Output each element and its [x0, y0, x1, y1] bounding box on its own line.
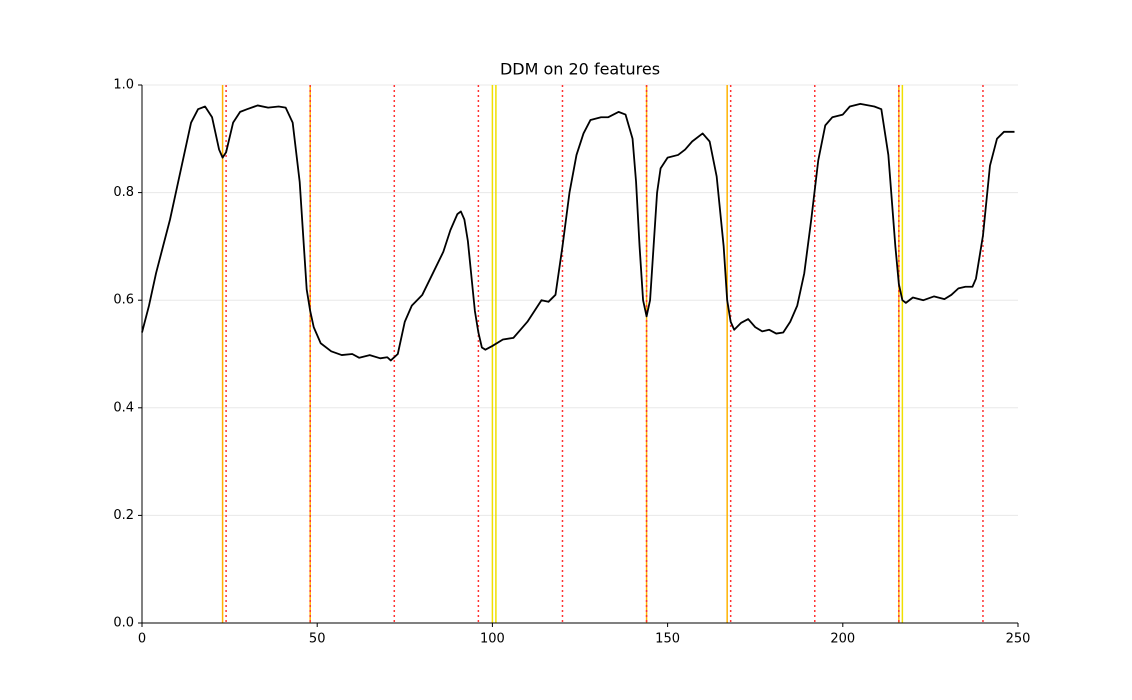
y-tick-label: 0.6	[113, 293, 134, 308]
x-tick-label: 100	[480, 632, 505, 647]
y-tick-label: 1.0	[113, 78, 134, 93]
x-tick-label: 0	[138, 632, 146, 647]
y-tick-label: 0.0	[113, 616, 134, 631]
y-tick-label: 0.8	[113, 185, 134, 200]
y-tick-label: 0.2	[113, 508, 134, 523]
x-tick-label: 50	[309, 632, 326, 647]
y-tick-label: 0.4	[113, 400, 134, 415]
data-line	[141, 102, 1015, 362]
x-tick-label: 150	[655, 632, 680, 647]
x-tick-label: 200	[830, 632, 855, 647]
chart-title: DDM on 20 features	[500, 60, 660, 79]
x-tick-label: 250	[1006, 632, 1031, 647]
